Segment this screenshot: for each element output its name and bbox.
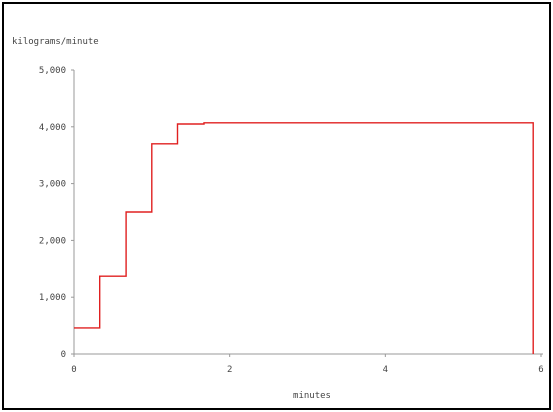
step-chart: kilograms/minute minutes 0 1,000 2,000 3,00…: [12, 37, 544, 401]
x-tick-label: 2: [227, 365, 232, 375]
axes: [71, 69, 543, 357]
series-group: [73, 122, 534, 355]
y-tick-label: 2,000: [39, 236, 66, 246]
y-tick-label: 4,000: [39, 123, 66, 133]
x-tick-label: 6: [538, 365, 543, 375]
y-axis-label: kilograms/minute: [12, 37, 99, 47]
y-tick-label: 5,000: [39, 66, 66, 76]
tick-labels: 0 1,000 2,000 3,000 4,000 5,000 0 2 4 6: [39, 66, 544, 375]
y-tick-label: 3,000: [39, 180, 66, 190]
x-tick-label: 4: [383, 365, 388, 375]
x-axis-label: minutes: [293, 391, 331, 401]
series-line: [74, 122, 534, 354]
y-tick-label: 0: [61, 350, 66, 360]
y-tick-label: 1,000: [39, 293, 66, 303]
x-tick-label: 0: [71, 365, 76, 375]
